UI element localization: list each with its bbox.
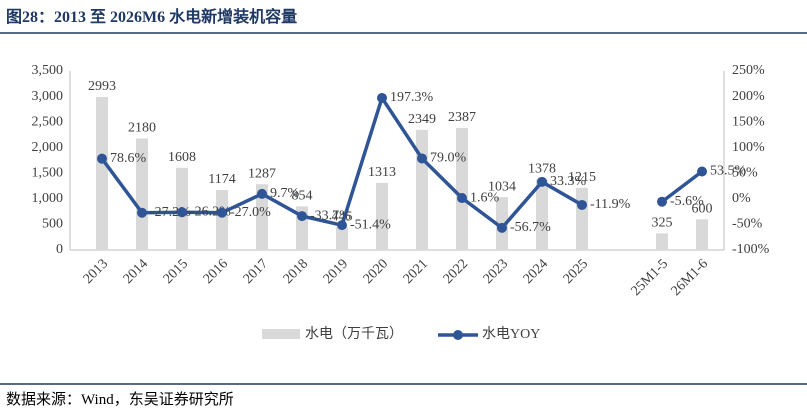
x-tick-label: 2013 xyxy=(81,256,111,286)
x-tick-label: 2014 xyxy=(121,256,151,286)
source: 数据来源：Wind，东吴证券研究所 xyxy=(6,391,234,408)
yoy-point xyxy=(537,176,547,187)
y2-tick-label: -50% xyxy=(732,217,763,232)
bar-label: 2993 xyxy=(88,79,116,94)
legend-label: 水电YOY xyxy=(482,326,540,342)
y-tick-label: 500 xyxy=(42,217,63,232)
bar xyxy=(216,189,228,250)
yoy-label: -33.7% xyxy=(310,208,351,223)
yoy-label: -27.0% xyxy=(230,205,271,220)
yoy-label: 53.5% xyxy=(710,164,747,179)
bar xyxy=(376,182,388,250)
yoy-point xyxy=(377,92,387,103)
y2-tick-label: 0% xyxy=(732,191,751,206)
yoy-point xyxy=(457,193,467,204)
yoy-point xyxy=(137,207,147,218)
bar-label: 325 xyxy=(652,216,673,231)
yoy-label: 79.0% xyxy=(430,151,467,166)
bar xyxy=(96,96,108,250)
y-tick-label: 1,000 xyxy=(32,191,64,206)
x-tick-label: 2016 xyxy=(201,256,231,286)
legend-swatch xyxy=(262,329,300,339)
bar xyxy=(336,227,348,250)
bar-label: 1608 xyxy=(168,150,196,165)
x-tick-label: 2017 xyxy=(241,256,271,286)
x-tick-label: 2023 xyxy=(481,256,511,286)
yoy-label: 78.6% xyxy=(110,151,147,166)
bar xyxy=(536,179,548,250)
yoy-point xyxy=(177,207,187,218)
x-tick-label: 2018 xyxy=(281,256,311,286)
bar xyxy=(576,187,588,250)
bar-label: 2180 xyxy=(128,121,156,136)
x-tick-label: 2024 xyxy=(521,256,551,286)
bar xyxy=(456,127,468,250)
bar-label: 1174 xyxy=(208,172,235,187)
x-tick-label: 2021 xyxy=(401,256,431,286)
y-tick-label: 3,500 xyxy=(32,63,64,78)
bar-label: 1034 xyxy=(488,179,516,194)
y-tick-label: 2,500 xyxy=(32,114,64,129)
legend-label: 水电（万千瓦） xyxy=(305,326,403,342)
x-tick-label: 26M1-6 xyxy=(669,256,712,299)
yoy-label: -5.6% xyxy=(670,194,704,209)
y-tick-label: 1,500 xyxy=(32,166,64,181)
bar-label: 600 xyxy=(692,202,713,217)
bar-label: 1313 xyxy=(368,165,396,180)
x-tick-label: 2022 xyxy=(441,256,471,286)
yoy-point xyxy=(657,196,667,207)
yoy-label: -56.7% xyxy=(510,220,551,235)
y-tick-label: 2,000 xyxy=(32,140,64,155)
bar-label: 854 xyxy=(292,189,313,204)
bar xyxy=(256,184,268,250)
x-tick-label: 25M1-5 xyxy=(629,256,672,299)
x-tick-label: 2019 xyxy=(321,256,351,286)
yoy-label: -51.4% xyxy=(350,217,391,232)
yoy-point xyxy=(257,188,267,199)
bar xyxy=(696,219,708,250)
y2-tick-label: -100% xyxy=(732,242,770,257)
bar-label: 2387 xyxy=(448,110,476,125)
yoy-label: 33.3% xyxy=(550,174,587,189)
bar xyxy=(136,138,148,250)
y2-tick-label: 50% xyxy=(732,166,758,181)
x-tick-label: 2020 xyxy=(361,256,391,286)
y2-tick-label: 150% xyxy=(732,114,765,129)
yoy-point xyxy=(577,199,587,210)
x-tick-label: 2025 xyxy=(561,256,591,286)
bar xyxy=(656,233,668,250)
yoy-point xyxy=(297,211,307,222)
bar-label: 1287 xyxy=(248,166,276,181)
yoy-point xyxy=(497,222,507,233)
bar-label: 1215 xyxy=(568,170,596,185)
legend-marker xyxy=(453,330,463,340)
yoy-label: 1.6% xyxy=(470,190,500,205)
yoy-point xyxy=(697,166,707,177)
y2-tick-label: 200% xyxy=(732,89,765,104)
y-tick-label: 0 xyxy=(56,242,63,257)
y2-tick-label: 100% xyxy=(732,140,765,155)
yoy-point xyxy=(417,153,427,164)
yoy-label: -11.9% xyxy=(590,197,631,212)
yoy-point xyxy=(337,220,347,231)
yoy-label: 9.7% xyxy=(270,186,300,201)
bar-label: 2349 xyxy=(408,112,436,127)
chart-title: 图28：2013 至 2026M6 水电新增装机容量 xyxy=(6,7,297,26)
yoy-label: 197.3% xyxy=(390,90,434,105)
y-tick-label: 3,000 xyxy=(32,89,64,104)
y2-tick-label: 250% xyxy=(732,63,765,78)
x-tick-label: 2015 xyxy=(161,256,191,286)
yoy-point xyxy=(97,153,107,164)
yoy-point xyxy=(217,207,227,218)
bar xyxy=(416,129,428,250)
bar-label: 1378 xyxy=(528,162,556,177)
